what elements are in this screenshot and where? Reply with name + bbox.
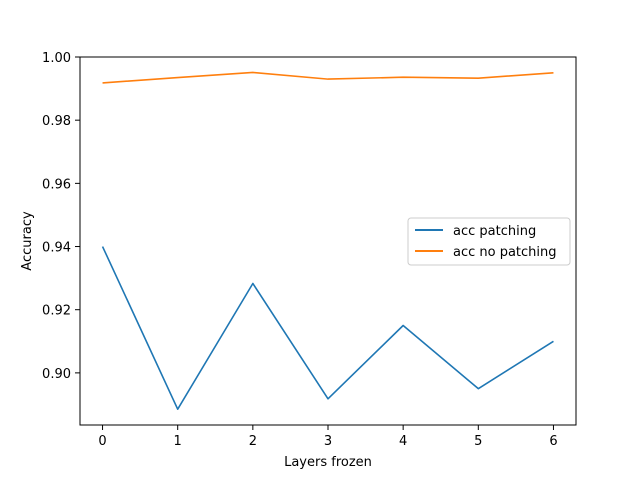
x-tick-label: 0 [98,434,106,449]
x-tick-label: 4 [399,434,407,449]
plot-area-frame [79,56,577,426]
legend-label-acc-patching: acc patching [453,224,536,239]
y-tick-label: 0.92 [42,304,71,319]
y-tick-label: 1.00 [42,51,71,66]
x-tick-label: 3 [324,434,332,449]
ticks-layer: 0 1 2 3 4 5 6 0.90 0.92 0.94 0.96 0.98 1.00 [42,51,558,449]
series-line-acc-no-patching [102,71,554,84]
y-tick-label: 0.90 [42,367,71,382]
y-tick-label: 0.98 [42,114,71,129]
x-tick-label: 2 [249,434,257,449]
x-tick-label: 6 [549,434,557,449]
series-line-acc-patching [101,246,554,411]
legend-label-acc-no-patching: acc no patching [453,245,557,260]
x-tick-label: 1 [174,434,182,449]
y-axis-label: Accuracy [20,211,35,271]
y-tick-label: 0.96 [42,177,71,192]
legend-box [407,217,571,266]
series-layer [101,71,554,411]
x-axis-label: Layers frozen [284,455,372,470]
legend: acc patching acc no patching [407,217,571,266]
x-tick-label: 5 [474,434,482,449]
y-tick-label: 0.94 [42,241,71,256]
